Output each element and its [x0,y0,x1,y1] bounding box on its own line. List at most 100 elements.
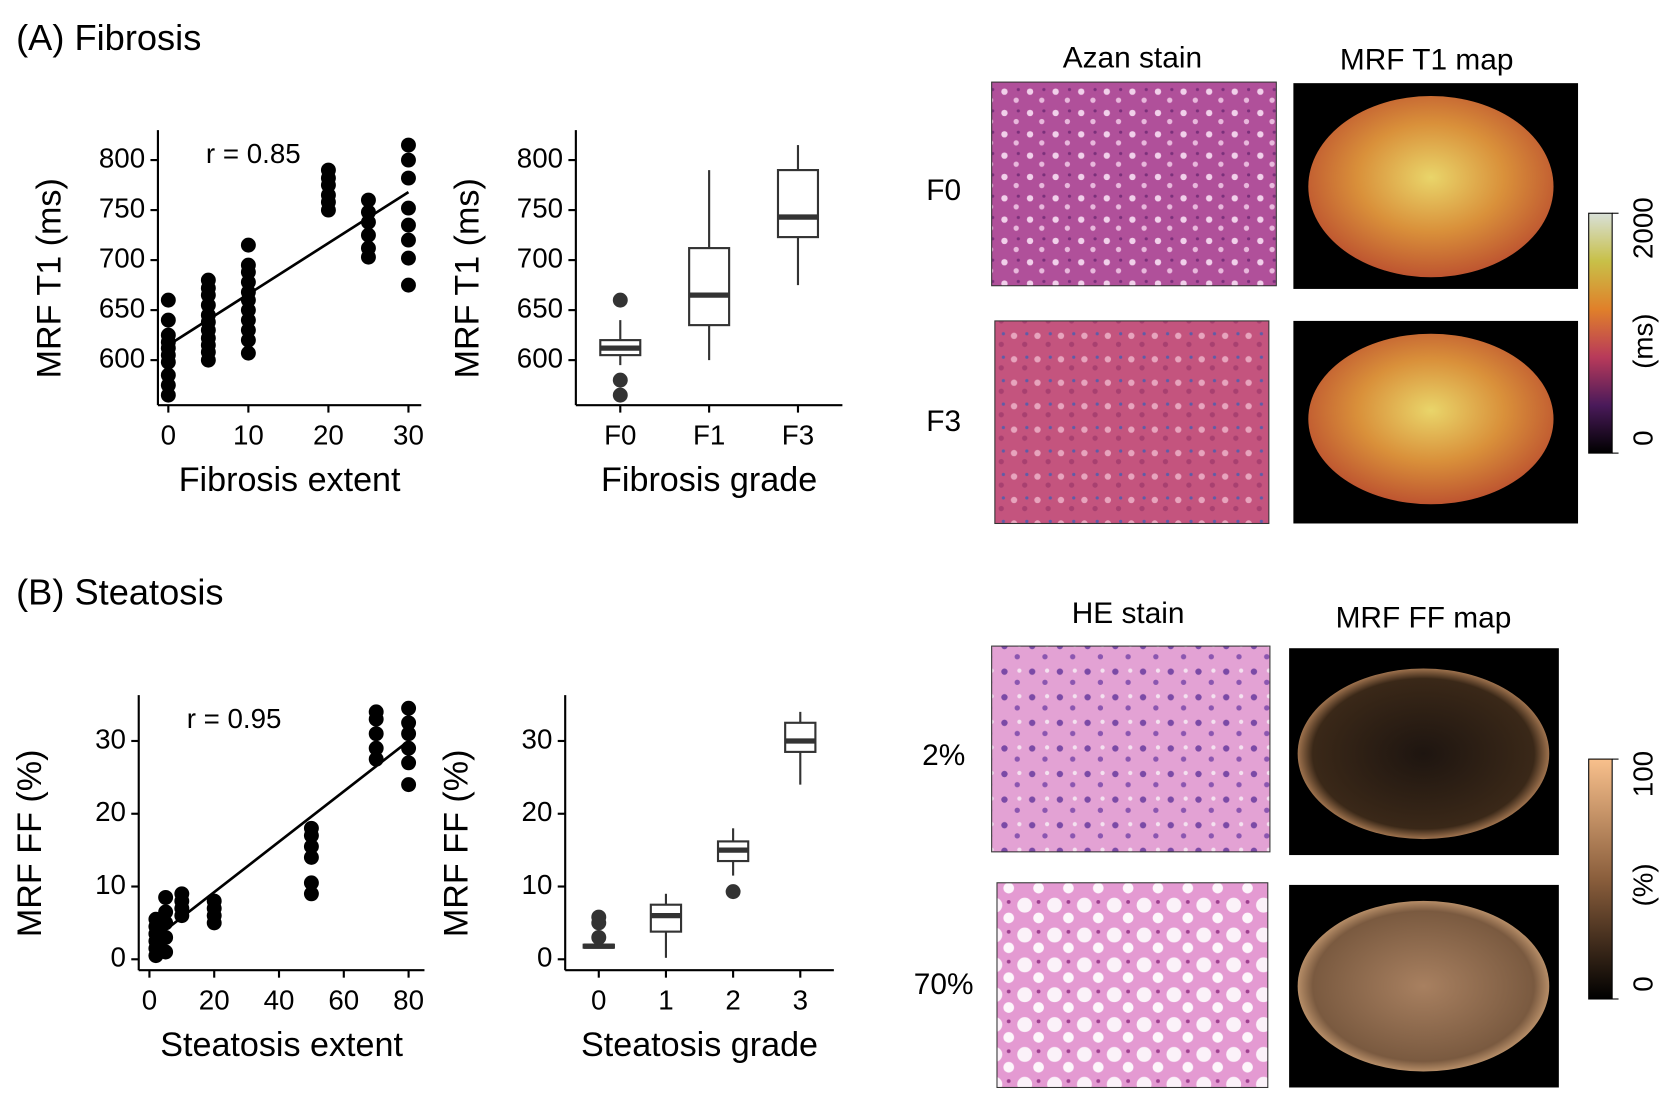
x-tick-label: 80 [393,985,424,1016]
y-tick-label: 0 [537,942,552,973]
y-tick-label: 10 [95,869,126,900]
x-tick-label: 10 [233,419,264,450]
point [200,352,216,368]
image-title: Azan stain [1063,42,1202,75]
panel-title: (A) Fibrosis [16,17,201,58]
y-tick-label: 800 [517,142,563,173]
y-tick-label: 20 [95,796,126,827]
point [303,886,319,902]
outlier [612,292,628,308]
point [401,740,417,756]
x-tick-label: 20 [313,419,344,450]
point [400,152,416,168]
point [400,217,416,233]
x-tick-label: 60 [328,985,359,1016]
box [784,721,817,753]
point [160,354,176,370]
point [240,345,256,361]
point [360,214,376,230]
y-tick-label: 20 [522,796,553,827]
colorbar-tick-label: 0 [1628,976,1659,991]
y-tick-label: 650 [99,292,145,323]
row-label: F0 [926,174,961,207]
box [776,169,820,239]
y-tick-label: 750 [517,192,563,223]
colorbar-label: (ms) [1628,313,1659,368]
point [400,137,416,153]
y-axis-title: MRF T1 (ms) [448,178,486,378]
point [160,292,176,308]
point [368,726,384,742]
y-tick-label: 650 [517,292,563,323]
image-title: HE stain [1072,597,1185,630]
fit-line [167,190,410,347]
point [401,700,417,716]
point [360,192,376,208]
x-axis-title: Fibrosis grade [601,461,817,499]
point [303,875,319,891]
x-tick-label: 1 [658,985,673,1016]
outlier [725,884,741,900]
x-tick-label: 0 [591,985,606,1016]
mri-anatomy [1297,668,1550,840]
image-title: MRF T1 map [1340,44,1514,77]
point [360,249,376,265]
mri-anatomy [1308,95,1554,278]
point [400,250,416,266]
y-tick-label: 700 [517,242,563,273]
point [401,715,417,731]
panel-title: (B) Steatosis [16,571,223,612]
point [401,726,417,742]
point [158,904,174,920]
colorbar-tick-label: 100 [1628,751,1659,797]
x-tick-label: F1 [693,419,725,450]
x-tick-label: F0 [604,419,636,450]
point [400,277,416,293]
point [320,202,336,218]
x-axis-title: Fibrosis extent [179,461,401,499]
box [688,247,731,327]
point [206,893,222,909]
point [158,944,174,960]
outlier [612,372,628,388]
colorbar-tick-label: 2000 [1628,197,1659,259]
colorbar-tick-label: 0 [1628,430,1659,445]
y-tick-label: 30 [95,723,126,754]
mri-anatomy [1308,333,1554,505]
y-tick-label: 30 [522,723,553,754]
point [401,755,417,771]
y-tick-label: 600 [517,342,563,373]
histology-image [991,645,1271,853]
x-tick-label: F3 [782,419,814,450]
histology-image [994,320,1270,525]
y-tick-label: 0 [111,942,126,973]
row-label: 2% [922,739,965,772]
x-tick-label: 3 [793,985,808,1016]
colorbar-label: (%) [1628,863,1659,906]
y-tick-label: 600 [99,342,145,373]
point [368,740,384,756]
mri-anatomy [1297,900,1550,1072]
y-tick-label: 700 [99,242,145,273]
point [174,886,190,902]
point [360,227,376,243]
point [240,237,256,253]
point [158,889,174,905]
point [158,929,174,945]
point [303,839,319,854]
x-axis-title: Steatosis extent [160,1026,403,1064]
x-tick-label: 40 [264,985,295,1016]
point [160,312,176,328]
point [400,170,416,186]
point [368,704,384,720]
histology-image [991,81,1277,287]
x-tick-label: 30 [393,419,424,450]
annotation: r = 0.85 [206,138,301,169]
outlier [612,387,628,403]
row-label: 70% [914,968,974,1001]
y-axis-title: MRF T1 (ms) [30,178,68,378]
point [303,849,319,865]
y-axis-title: MRF FF (%) [438,750,476,938]
annotation: r = 0.95 [187,703,282,734]
